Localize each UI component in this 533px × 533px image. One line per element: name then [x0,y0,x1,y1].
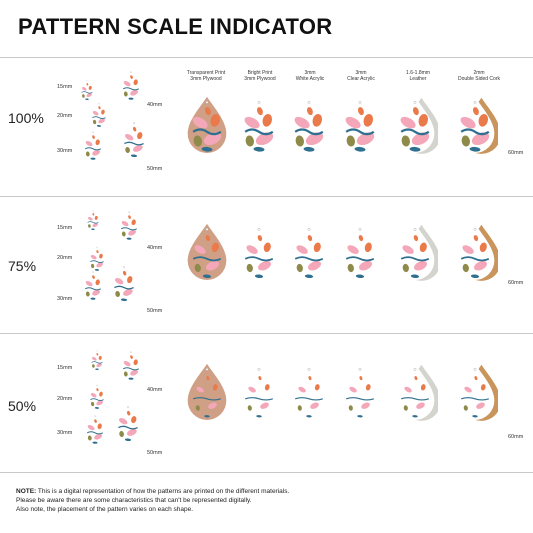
earring-transparent-plywood [187,363,227,420]
earring-transparent-plywood [187,96,227,153]
earring-cork [455,363,498,421]
size-label: 50mm [147,166,163,172]
sample-earring-medium [89,100,109,128]
size-label: 30mm [57,296,73,302]
note: NOTE: This is a digital representation o… [16,487,289,514]
size-label: 50mm [147,308,163,314]
size-label: 40mm [147,387,163,393]
header-clear-acrylic: 3mm Clear Acrylic [347,70,375,82]
sample-earring-50mm [110,263,138,303]
size-label: 15mm [57,225,73,231]
earring-bright-plywood [239,223,279,280]
earring-bright-plywood [239,363,279,420]
page-title: PATTERN SCALE INDICATOR [18,14,333,39]
divider [0,472,533,473]
earring-clear-acrylic [340,363,380,420]
size-label: 30mm [57,148,73,154]
size-label: 15mm [57,365,73,371]
size-label: 40mm [147,245,163,251]
scale-label-50: 50% [8,398,37,414]
earring-clear-acrylic [340,223,380,280]
size-label: 60mm [508,434,524,440]
size-label: 20mm [57,113,73,119]
divider [0,333,533,334]
earring-bright-plywood [239,96,279,153]
size-label: 60mm [508,280,524,286]
earring-cork [455,96,498,154]
header-cork: 2mm Double Sided Cork [458,70,500,82]
sample-earring-large [84,413,106,445]
note-line: Also note, the placement of the pattern … [16,506,194,513]
earring-cork [455,223,498,281]
sample-earring-small [79,78,95,101]
size-label: 20mm [57,255,73,261]
header-bright-plywood: Bright Print 3mm Plywood [244,70,276,82]
note-label: NOTE: [16,488,37,495]
size-label: 15mm [57,84,73,90]
earring-white-acrylic [289,363,329,420]
sample-earring-50mm [114,403,142,443]
sample-earring-40mm [118,209,140,241]
earring-transparent-plywood [187,223,227,280]
size-label: 40mm [147,102,163,108]
earring-leather [395,96,438,154]
note-line: This is a digital representation of how … [36,488,290,495]
header-leather: 1.6-1.8mm Leather [406,70,430,82]
size-label: 50mm [147,450,163,456]
sample-earring-40mm [120,349,142,381]
earring-white-acrylic [289,96,329,153]
earring-white-acrylic [289,223,329,280]
size-label: 20mm [57,396,73,402]
note-line: Please be aware there are some character… [16,497,252,504]
size-label: 30mm [57,430,73,436]
divider [0,57,533,58]
sample-earring-small [89,348,105,371]
scale-label-75: 75% [8,258,37,274]
divider [0,196,533,197]
earring-leather [395,363,438,421]
header-white-acrylic: 3mm White Acrylic [295,70,325,82]
sample-earring-40mm [120,69,142,101]
scale-label-100: 100% [8,110,44,126]
earring-clear-acrylic [340,96,380,153]
header-transparent-plywood: Transparent Print 3mm Plywood [186,70,226,82]
sample-earring-medium [87,382,107,410]
earring-leather [395,223,438,281]
sample-earring-50mm [120,119,148,159]
size-label: 60mm [508,150,524,156]
sample-earring-large [82,269,104,301]
sample-earring-medium [87,244,107,272]
sample-earring-large [82,129,104,161]
sample-earring-small [85,208,101,231]
